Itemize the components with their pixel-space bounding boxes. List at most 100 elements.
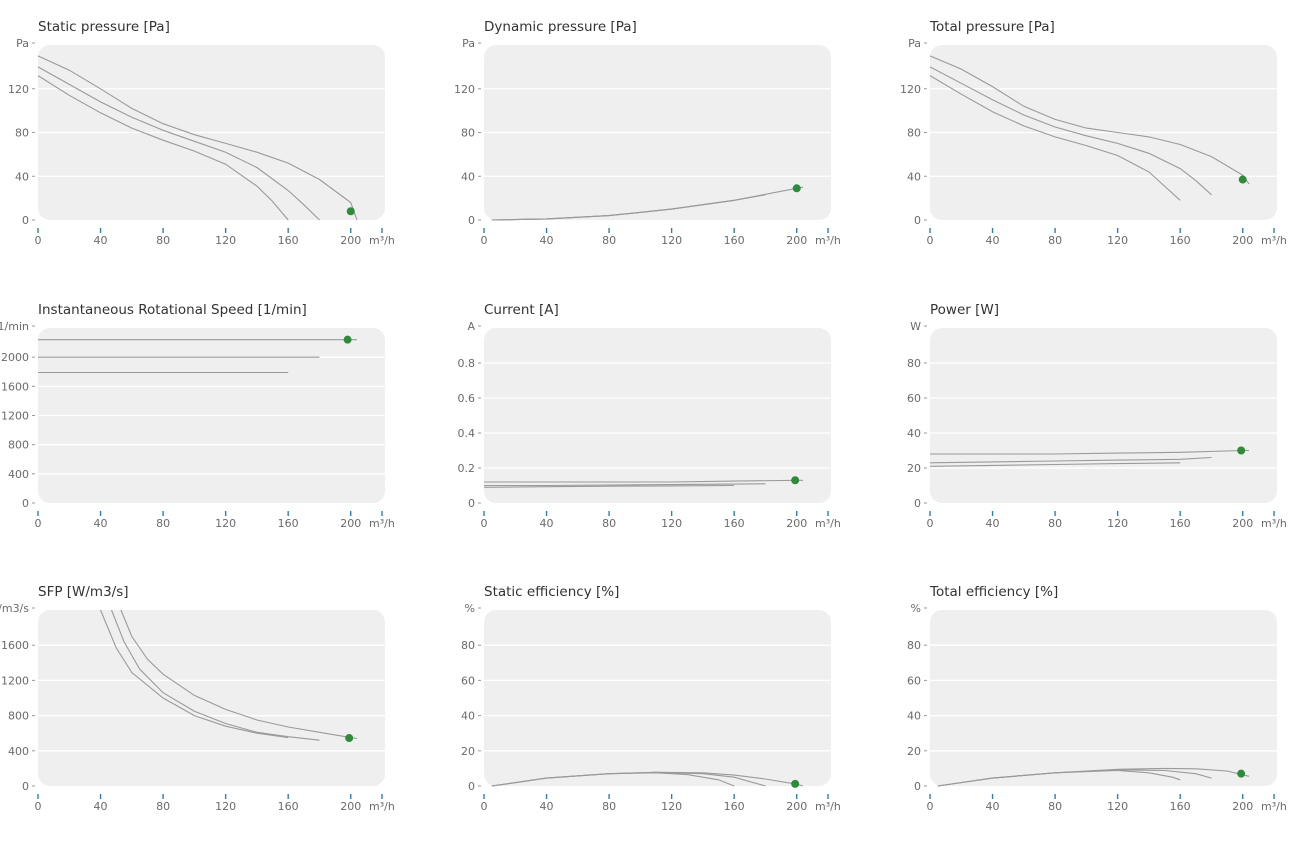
y-tick-label: 0 (22, 780, 29, 793)
chart-title: Power [W] (930, 302, 999, 318)
y-unit-label: Pa (908, 37, 921, 50)
x-tick-label: 0 (481, 800, 488, 813)
chart-sfp: SFP [W/m3/s] 0 400 800 1200 1600 W/m3/s 0 40 80 12… (0, 584, 395, 813)
y-tick-label: 1200 (1, 674, 29, 687)
y-tick-label: 20 (907, 462, 921, 475)
x-unit-label: m³/h (369, 800, 395, 813)
y-tick-label: 80 (907, 127, 921, 140)
y-unit-label: 1/min (0, 320, 29, 333)
y-tick-label: 0 (22, 497, 29, 510)
y-tick-label: 0.8 (458, 357, 476, 370)
x-tick-label: 200 (340, 800, 361, 813)
x-unit-label: m³/h (369, 517, 395, 530)
x-tick-label: 0 (927, 517, 934, 530)
plot-background (930, 610, 1277, 786)
chart-title: Instantaneous Rotational Speed [1/min] (38, 302, 307, 318)
y-tick-label: 40 (907, 710, 921, 723)
y-tick-label: 0 (468, 497, 475, 510)
y-tick-label: 40 (15, 170, 29, 183)
chart-title: Static pressure [Pa] (38, 19, 170, 35)
operating-point (1237, 769, 1246, 778)
chart-dynamic-pressure: Dynamic pressure [Pa] 0 40 80 120 Pa 0 40 80 120 1… (454, 19, 841, 247)
chart-rotational-speed: Instantaneous Rotational Speed [1/min] 0 4… (0, 302, 395, 530)
y-tick-label: 0 (914, 780, 921, 793)
x-tick-label: 120 (661, 800, 682, 813)
x-tick-label: 40 (94, 234, 108, 247)
x-tick-label: 40 (986, 234, 1000, 247)
y-tick-label: 120 (454, 83, 475, 96)
x-tick-label: 40 (986, 517, 1000, 530)
y-tick-label: 0.4 (458, 427, 476, 440)
series-line-3 (99, 609, 289, 739)
x-tick-label: 160 (278, 517, 299, 530)
chart-power: Power [W] 0 20 40 60 80 W 0 40 80 120 160 200 m³/h (907, 302, 1287, 530)
x-tick-label: 0 (35, 234, 42, 247)
plot-background (930, 328, 1277, 503)
chart-title: Total pressure [Pa] (929, 19, 1055, 35)
y-tick-label: 80 (907, 357, 921, 370)
x-tick-label: 120 (215, 800, 236, 813)
series-line-2 (929, 456, 1212, 464)
y-tick-label: 1600 (1, 380, 29, 393)
x-unit-label: m³/h (815, 234, 841, 247)
y-tick-label: 0 (914, 497, 921, 510)
series-line-1 (120, 609, 358, 740)
y-tick-label: 60 (907, 674, 921, 687)
y-unit-label: A (467, 320, 475, 333)
x-tick-label: 120 (661, 234, 682, 247)
y-tick-label: 120 (8, 83, 29, 96)
y-tick-label: 60 (907, 392, 921, 405)
x-unit-label: m³/h (1261, 234, 1287, 247)
x-tick-label: 200 (786, 800, 807, 813)
x-tick-label: 40 (986, 800, 1000, 813)
series-line-3 (37, 75, 289, 221)
x-tick-label: 0 (35, 517, 42, 530)
y-tick-label: 20 (461, 745, 475, 758)
operating-point (345, 734, 354, 743)
x-tick-label: 160 (278, 800, 299, 813)
x-tick-label: 200 (340, 234, 361, 247)
operating-point (346, 207, 355, 216)
x-unit-label: m³/h (815, 800, 841, 813)
series-line-1 (37, 55, 358, 221)
chart-title: Total efficiency [%] (929, 584, 1058, 600)
chart-title: Current [A] (484, 302, 559, 318)
y-tick-label: 0 (914, 214, 921, 227)
x-tick-label: 80 (602, 800, 616, 813)
y-unit-label: Pa (462, 37, 475, 50)
x-tick-label: 40 (540, 800, 554, 813)
y-tick-label: 80 (15, 127, 29, 140)
y-unit-label: % (465, 602, 475, 615)
x-tick-label: 120 (1107, 517, 1128, 530)
x-tick-label: 120 (215, 234, 236, 247)
x-tick-label: 120 (1107, 234, 1128, 247)
y-unit-label: W/m3/s (0, 602, 29, 615)
plot-background (484, 328, 831, 503)
y-tick-label: 1600 (1, 639, 29, 652)
x-tick-label: 40 (94, 517, 108, 530)
x-tick-label: 120 (215, 517, 236, 530)
y-tick-label: 1200 (1, 410, 29, 423)
series-line-2 (929, 66, 1212, 196)
chart-total-efficiency: Total efficiency [%] 0 20 40 60 80% 0 40 80 120 16… (907, 584, 1287, 813)
y-unit-label: W (910, 320, 921, 333)
y-tick-label: 20 (907, 745, 921, 758)
y-tick-label: 40 (907, 170, 921, 183)
x-tick-label: 0 (35, 800, 42, 813)
series-line-3 (483, 484, 735, 488)
x-tick-label: 0 (481, 234, 488, 247)
y-unit-label: Pa (16, 37, 29, 50)
chart-title: SFP [W/m3/s] (38, 584, 129, 600)
y-tick-label: 400 (8, 468, 29, 481)
chart-current: Current [A] 0 0.2 0.4 0.6 0.8 A 0 40 80 120 160 200 m… (458, 302, 841, 530)
x-tick-label: 200 (340, 517, 361, 530)
x-tick-label: 0 (927, 234, 934, 247)
y-tick-label: 0.2 (458, 462, 476, 475)
x-tick-label: 160 (278, 234, 299, 247)
y-tick-label: 400 (8, 745, 29, 758)
x-tick-label: 80 (156, 517, 170, 530)
operating-point (791, 779, 800, 788)
y-tick-label: 80 (461, 639, 475, 652)
y-tick-label: 40 (461, 170, 475, 183)
